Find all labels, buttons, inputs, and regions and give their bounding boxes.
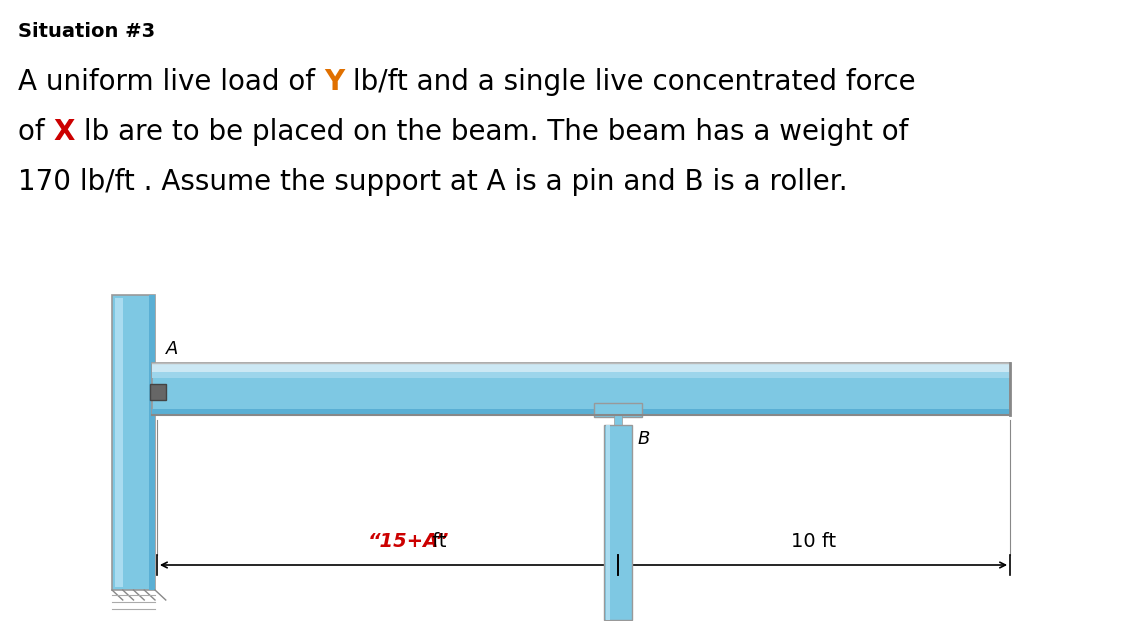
Text: of: of: [18, 118, 54, 146]
Text: X: X: [54, 118, 75, 146]
Bar: [115, 298, 123, 587]
Bar: [152, 363, 1010, 373]
Bar: [614, 415, 622, 425]
Text: 10 ft: 10 ft: [791, 532, 837, 551]
Bar: [606, 425, 610, 620]
Bar: [594, 403, 642, 417]
Bar: [150, 384, 166, 399]
Text: B: B: [638, 430, 650, 448]
Text: “15+A”: “15+A”: [368, 532, 449, 551]
Bar: [152, 373, 1010, 378]
Text: A: A: [166, 340, 178, 358]
Bar: [152, 363, 1010, 415]
Bar: [112, 295, 155, 590]
Text: lb are to be placed on the beam. The beam has a weight of: lb are to be placed on the beam. The bea…: [75, 118, 909, 146]
Bar: [149, 295, 155, 590]
Text: 170 lb/ft . Assume the support at A is a pin and B is a roller.: 170 lb/ft . Assume the support at A is a…: [18, 168, 848, 196]
Bar: [604, 425, 632, 620]
Text: A uniform live load of: A uniform live load of: [18, 68, 323, 96]
Bar: [152, 409, 1010, 415]
Text: Y: Y: [323, 68, 344, 96]
Text: Situation #3: Situation #3: [18, 22, 155, 41]
Text: ft: ft: [425, 532, 446, 551]
Text: lb/ft and a single live concentrated force: lb/ft and a single live concentrated for…: [344, 68, 916, 96]
